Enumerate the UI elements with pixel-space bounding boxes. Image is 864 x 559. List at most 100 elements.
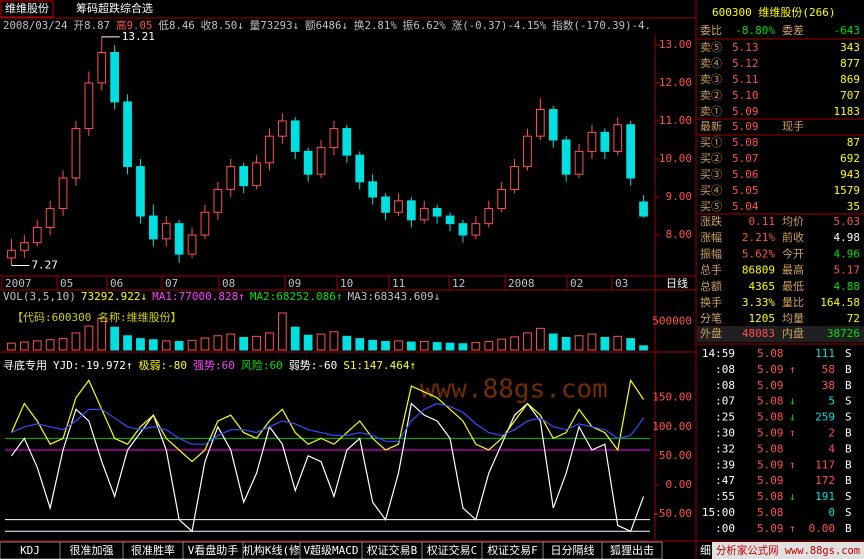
label: 卖① xyxy=(700,105,722,118)
value: 86809 xyxy=(742,264,775,277)
label: 买⑤ xyxy=(700,200,722,213)
info-item: 换2.81% xyxy=(354,18,397,32)
candle-body xyxy=(239,166,249,187)
label: 买① xyxy=(700,136,722,149)
tab-label[interactable]: KDJ xyxy=(20,544,40,557)
candle-body xyxy=(626,124,636,179)
candle-body xyxy=(19,242,29,251)
candle-body xyxy=(548,109,558,141)
tab-label[interactable]: V超级MACD xyxy=(303,543,358,557)
price: 5.09 xyxy=(732,105,759,118)
volume-bar xyxy=(548,333,558,351)
date-label: 2008 xyxy=(508,277,535,290)
volume-bar xyxy=(342,335,352,351)
trade-volume: 191 xyxy=(815,490,835,503)
volume-bar xyxy=(213,335,223,351)
volume-bar xyxy=(84,325,94,351)
trade-arrow: ↑ xyxy=(789,458,796,471)
tab-label[interactable]: 很准加强 xyxy=(70,543,114,557)
indicator-title-item: 极弱:-80 xyxy=(138,358,187,372)
tab-label[interactable]: V看盘助手 xyxy=(188,543,239,557)
candle-body xyxy=(316,147,326,175)
info-item: 量73293↓ xyxy=(250,19,299,32)
outer-bar xyxy=(697,326,864,342)
trade-side: S xyxy=(845,490,852,503)
label: 内盘 xyxy=(782,326,804,340)
trade-volume: 0.00 xyxy=(809,522,836,535)
y-tick-label: 12.00 xyxy=(659,76,692,89)
trade-side: S xyxy=(845,347,852,360)
info-item: 涨(-0.37)-4.15% xyxy=(452,19,547,32)
stock-name: 维维股份 xyxy=(5,2,49,15)
date-label: 09 xyxy=(288,277,301,290)
label: 总手 xyxy=(700,263,722,277)
volume-bar xyxy=(123,335,132,351)
tab[interactable] xyxy=(601,541,663,559)
label: 总额 xyxy=(700,279,722,293)
tab-label[interactable]: 日分隔线 xyxy=(551,543,595,557)
trade-volume: 2 xyxy=(828,427,835,440)
candle-body xyxy=(523,135,532,168)
info-item: 高9.05 xyxy=(116,18,153,32)
trade-side: B xyxy=(845,363,852,376)
volume-bar xyxy=(523,332,532,351)
value: 48083 xyxy=(742,327,775,340)
candle-body xyxy=(394,200,403,213)
candle-body xyxy=(252,162,261,187)
candle-body xyxy=(213,188,223,213)
trade-price: 5.09 xyxy=(757,474,784,487)
trade-price: 5.09 xyxy=(757,458,784,471)
tab-label[interactable]: 机构K线(修 xyxy=(243,543,300,557)
volume-bar xyxy=(226,333,236,351)
label: 买④ xyxy=(700,184,722,197)
volume-bar xyxy=(574,335,584,351)
price: 5.12 xyxy=(732,57,759,70)
period-label: 日线 xyxy=(666,276,688,290)
label: 卖③ xyxy=(700,73,722,86)
trade-arrow: ↑ xyxy=(789,522,796,535)
volume-bar xyxy=(303,334,313,351)
volume-bar xyxy=(174,340,184,351)
tab-label[interactable]: 权证交易B xyxy=(367,543,418,557)
label: 最新 xyxy=(700,119,722,133)
date-label: 08 xyxy=(222,277,235,290)
price: 5.07 xyxy=(732,152,759,165)
trade-time: :07 xyxy=(715,395,735,408)
volume-overlay: 【代码:600300 名称:维维股份】 xyxy=(12,310,182,324)
volume-bar xyxy=(97,317,107,351)
trade-time: :30 xyxy=(715,427,735,440)
info-item: 收8.50↓ xyxy=(201,18,244,32)
trade-price: 5.09 xyxy=(757,427,784,440)
candle-body xyxy=(445,215,455,225)
price: 5.06 xyxy=(732,168,759,181)
tab-label[interactable]: 很准胜率 xyxy=(131,543,175,557)
candle-body xyxy=(265,135,274,164)
label: 量比 xyxy=(782,296,804,309)
detail-tab[interactable]: 细 xyxy=(700,544,711,557)
volume-bar xyxy=(600,336,610,351)
date-label: 02 xyxy=(570,277,583,290)
trade-side: B xyxy=(845,427,852,440)
tab-label[interactable]: 权证交易C xyxy=(427,543,478,557)
trade-arrow: ↓ xyxy=(789,490,796,503)
info-item: 低8.46 xyxy=(158,19,195,32)
date-label: 2007 xyxy=(5,277,32,290)
info-item: 开8.87 xyxy=(73,19,110,32)
indicator-title-item: 强势:60 xyxy=(193,359,235,372)
tab-label[interactable]: 权证交易F xyxy=(487,543,538,557)
y-tick-label: 13.00 xyxy=(659,38,692,51)
value: -643 xyxy=(834,24,861,37)
trade-volume: 111 xyxy=(815,347,835,360)
label: 换手 xyxy=(700,295,722,309)
value: 4.98 xyxy=(834,231,861,244)
high-label: 13.21 xyxy=(122,30,155,43)
tab-label[interactable]: 狐狸出击 xyxy=(610,543,654,557)
candle-body xyxy=(174,223,184,255)
volume-bar xyxy=(7,342,16,351)
candle-body xyxy=(574,150,584,175)
watermark-box xyxy=(712,542,864,559)
value: 5.62% xyxy=(742,247,775,260)
trade-price: 5.08 xyxy=(757,506,784,519)
date-label: 03 xyxy=(615,277,628,290)
